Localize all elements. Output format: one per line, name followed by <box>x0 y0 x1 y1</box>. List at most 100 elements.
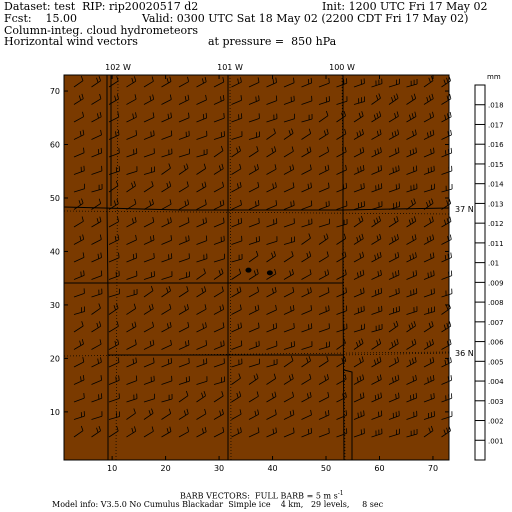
wind-barb <box>441 411 453 420</box>
wind-barb <box>371 356 382 368</box>
wind-barb <box>318 374 329 385</box>
wind-barb <box>301 95 313 105</box>
wind-barb <box>336 269 347 280</box>
wind-barb <box>301 77 313 88</box>
wind-barb <box>178 199 190 210</box>
latitude-label: 37 N <box>455 205 474 214</box>
wind-barb <box>143 339 155 350</box>
wind-barb <box>266 146 277 158</box>
wind-barb <box>301 427 313 438</box>
wind-barb <box>336 374 347 385</box>
border-line <box>115 74 119 461</box>
wind-barb <box>318 146 329 158</box>
wind-barb <box>318 78 330 88</box>
wind-barb <box>161 94 172 105</box>
wind-barb <box>213 358 225 368</box>
wind-barb <box>318 96 330 105</box>
wind-barb <box>196 199 207 210</box>
colorbar-label: .008 <box>488 299 504 307</box>
wind-barb <box>406 234 417 245</box>
longitude-label: 101 W <box>217 63 243 72</box>
wind-barb <box>231 427 242 438</box>
wind-barb <box>371 215 381 228</box>
wind-barb <box>353 96 365 105</box>
wind-barb <box>178 426 189 438</box>
x-tick-label: 10 <box>107 464 117 473</box>
wind-barb <box>196 408 207 420</box>
wind-barb <box>336 164 347 175</box>
wind-barb <box>91 234 102 245</box>
colorbar-label: .017 <box>488 121 504 129</box>
wind-barb <box>441 303 451 315</box>
wind-barb <box>91 147 103 158</box>
wind-barb <box>143 166 155 175</box>
wind-barb <box>266 128 276 140</box>
wind-barb <box>126 94 137 105</box>
wind-barb <box>126 148 138 158</box>
wind-barb <box>353 129 364 140</box>
wind-barb <box>73 129 85 140</box>
wind-barb <box>301 391 312 403</box>
wind-barb <box>371 338 382 350</box>
wind-barb <box>231 113 243 123</box>
wind-barb <box>143 217 155 228</box>
wind-barb <box>161 303 172 315</box>
wind-barb <box>73 288 85 298</box>
wind-barb <box>283 391 294 403</box>
wind-barb <box>196 217 207 228</box>
wind-barb <box>371 165 382 175</box>
wind-barb <box>126 393 138 403</box>
wind-barb <box>266 164 277 175</box>
wind-barb <box>213 304 225 315</box>
wind-barb <box>231 391 242 403</box>
wind-barb <box>371 287 383 298</box>
wind-barb <box>318 164 330 175</box>
wind-barb <box>423 393 435 403</box>
wind-barb <box>196 76 207 88</box>
wind-barb <box>108 426 119 438</box>
wind-barb <box>73 198 84 210</box>
wind-barb <box>371 183 383 193</box>
colorbar-label: .006 <box>488 339 504 347</box>
wind-barb <box>441 147 453 158</box>
wind-barb <box>388 392 400 403</box>
wind-barb <box>161 130 173 140</box>
wind-barb <box>318 410 330 420</box>
wind-barb <box>91 198 102 210</box>
wind-barb <box>371 410 383 420</box>
wind-barb <box>178 390 189 403</box>
wind-barb <box>73 306 85 315</box>
wind-barb <box>353 165 365 175</box>
wind-barb <box>283 218 295 228</box>
wind-barb <box>266 250 276 263</box>
wind-barb <box>213 145 224 158</box>
wind-barb <box>178 322 190 333</box>
wind-barb <box>248 340 260 350</box>
border-line <box>229 74 232 461</box>
wind-barb <box>301 269 312 280</box>
wind-barb <box>353 338 364 350</box>
colorbar-label: .001 <box>488 437 504 445</box>
wind-barb <box>178 271 190 280</box>
valid-line: Valid: 0300 UTC Sat 18 May 02 (2200 CDT … <box>142 12 469 25</box>
wind-barb <box>91 339 102 350</box>
wind-barb <box>178 94 190 105</box>
wind-barb <box>423 252 435 263</box>
wind-barb <box>318 356 329 368</box>
wind-barb <box>143 199 154 210</box>
wind-barb <box>196 304 207 315</box>
wind-barb <box>143 375 155 385</box>
model-info: Model info: V3.5.0 No Cumulus Blackadar … <box>52 500 384 509</box>
wind-barb <box>231 77 242 88</box>
wind-barb <box>161 426 172 438</box>
wind-barb <box>73 234 85 245</box>
wind-barb <box>178 181 189 193</box>
wind-barb <box>318 200 330 210</box>
wind-barb <box>406 356 417 368</box>
wind-barb <box>388 270 400 280</box>
wind-barb <box>91 357 102 368</box>
wind-barb <box>441 270 453 280</box>
wind-barb <box>406 147 417 158</box>
wind-barb <box>283 341 295 350</box>
wind-barb <box>196 253 208 263</box>
